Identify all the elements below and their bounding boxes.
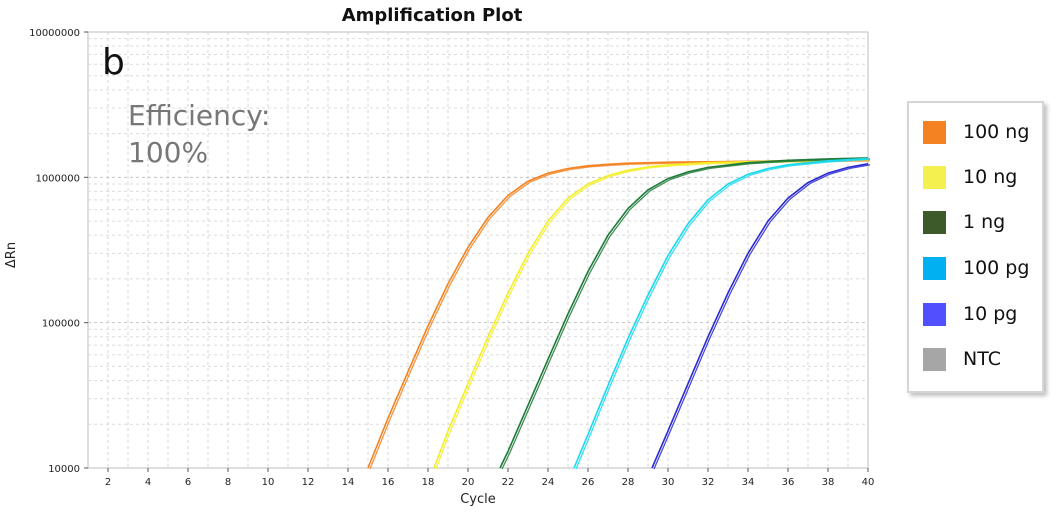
x-axis-label: Cycle — [460, 492, 496, 507]
x-tick-label: 12 — [302, 477, 315, 488]
x-tick-label: 40 — [862, 477, 875, 488]
x-tick-label: 4 — [145, 477, 151, 488]
legend-swatch — [923, 256, 946, 280]
legend-item: 100 pg — [923, 255, 1029, 281]
legend-label: 100 ng — [963, 121, 1030, 143]
legend-item: 1 ng — [923, 209, 1005, 235]
x-tick-label: 24 — [542, 477, 555, 488]
x-tick-label: 14 — [342, 477, 355, 488]
legend-label: 10 ng — [963, 166, 1018, 188]
efficiency-value: 100% — [128, 136, 208, 169]
legend-swatch — [923, 165, 946, 189]
y-tick-label: 100000 — [42, 319, 80, 330]
x-tick-label: 36 — [782, 477, 795, 488]
series-line-replicate — [575, 158, 871, 470]
x-tick-label: 34 — [742, 477, 755, 488]
series-line — [651, 163, 869, 469]
legend-swatch — [923, 120, 946, 144]
x-tick-label: 28 — [622, 477, 635, 488]
plot-area — [87, 31, 869, 469]
x-axis-ticks: 2 4 6 8 10 12 14 16 18 20 22 24 26 28 30 32 34 36 38 40 — [105, 468, 875, 488]
legend-swatch — [923, 347, 946, 371]
x-tick-label: 10 — [262, 477, 275, 488]
y-tick-label: 10000000 — [29, 28, 80, 39]
legend: 100 ng 10 ng 1 ng 100 pg 10 pg NTC — [907, 101, 1044, 393]
legend-label: 100 pg — [963, 257, 1030, 279]
legend-item: 100 ng — [923, 119, 1029, 145]
efficiency-label: Efficiency: — [128, 99, 270, 132]
x-tick-label: 26 — [582, 477, 595, 488]
x-tick-label: 20 — [462, 477, 475, 488]
y-axis-label: ΔRn — [4, 242, 19, 268]
legend-label: 10 pg — [963, 303, 1018, 325]
legend-label: 1 ng — [963, 211, 1006, 233]
x-tick-label: 6 — [185, 477, 191, 488]
x-tick-label: 18 — [422, 477, 435, 488]
y-axis-ticks: 10000 100000 1000000 10000000 — [29, 28, 88, 475]
x-tick-label: 22 — [502, 477, 515, 488]
legend-swatch — [923, 302, 946, 326]
series-line — [499, 157, 869, 469]
chart-title: Amplification Plot — [342, 5, 523, 26]
series-line-replicate — [653, 164, 871, 470]
x-tick-label: 8 — [225, 477, 231, 488]
legend-item: 10 ng — [923, 164, 1017, 190]
legend-item: 10 pg — [923, 301, 1017, 327]
legend-swatch — [923, 210, 946, 234]
legend-label: NTC — [963, 348, 1001, 370]
y-tick-label: 1000000 — [35, 173, 80, 184]
x-tick-label: 38 — [822, 477, 835, 488]
grid-lines — [88, 32, 868, 468]
series-line — [573, 157, 869, 469]
series-lines — [367, 157, 871, 470]
legend-item: NTC — [923, 346, 1001, 372]
x-tick-label: 30 — [662, 477, 675, 488]
x-tick-label: 2 — [105, 477, 111, 488]
x-tick-label: 32 — [702, 477, 715, 488]
series-line-replicate — [501, 158, 871, 470]
panel-label: b — [102, 42, 125, 83]
y-tick-label: 10000 — [48, 464, 80, 475]
x-tick-label: 16 — [382, 477, 395, 488]
